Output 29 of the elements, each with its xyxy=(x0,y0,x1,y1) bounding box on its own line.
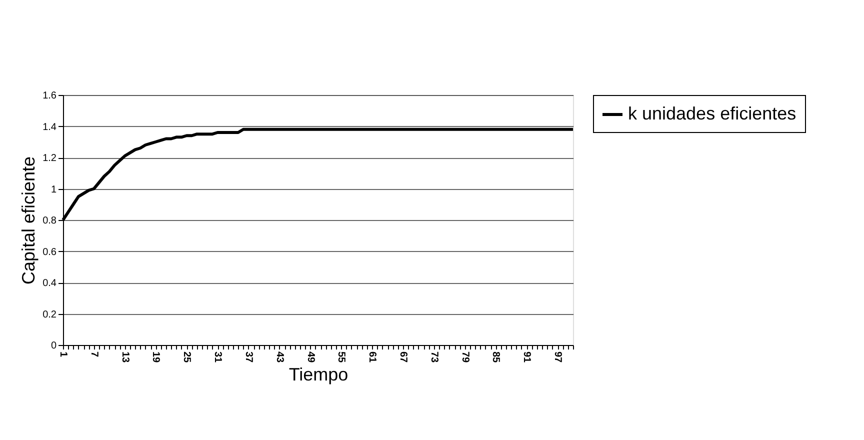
y-tick-label: 1 xyxy=(50,184,57,196)
y-tick-label: 1.4 xyxy=(42,122,57,133)
x-tick-label: 49 xyxy=(304,352,316,364)
y-tick-label: 0.4 xyxy=(42,278,57,289)
y-tick-label: 1.6 xyxy=(42,90,57,102)
x-tick-label: 43 xyxy=(274,352,285,364)
x-tick-label: 97 xyxy=(552,352,564,364)
y-tick-label: 0.8 xyxy=(42,216,57,226)
y-tick-label: 0 xyxy=(50,340,57,352)
y-tick-label: 1.2 xyxy=(42,153,57,164)
x-tick-label: 1 xyxy=(58,352,68,358)
x-tick-label: 67 xyxy=(398,352,408,364)
x-axis-title: Tiempo xyxy=(288,364,348,385)
x-tick-label: 73 xyxy=(428,352,440,364)
x-tick-label: 37 xyxy=(242,352,254,364)
x-tick-label: 61 xyxy=(366,352,378,364)
legend-label: k unidades eficientes xyxy=(628,104,796,124)
x-tick-label: 7 xyxy=(88,352,100,358)
x-tick-label: 31 xyxy=(212,352,224,364)
x-tick-label: 55 xyxy=(336,352,347,364)
x-tick-label: 13 xyxy=(119,352,130,364)
x-tick-label: 25 xyxy=(181,352,192,364)
y-axis-title: Capital eficiente xyxy=(18,156,39,285)
y-tick-label: 0.6 xyxy=(42,246,57,258)
x-tick-label: 19 xyxy=(150,352,162,364)
x-tick-label: 79 xyxy=(459,352,470,364)
y-tick-label: 0.2 xyxy=(42,309,57,320)
x-tick-label: 91 xyxy=(521,352,532,364)
x-tick-label: 85 xyxy=(490,352,502,364)
